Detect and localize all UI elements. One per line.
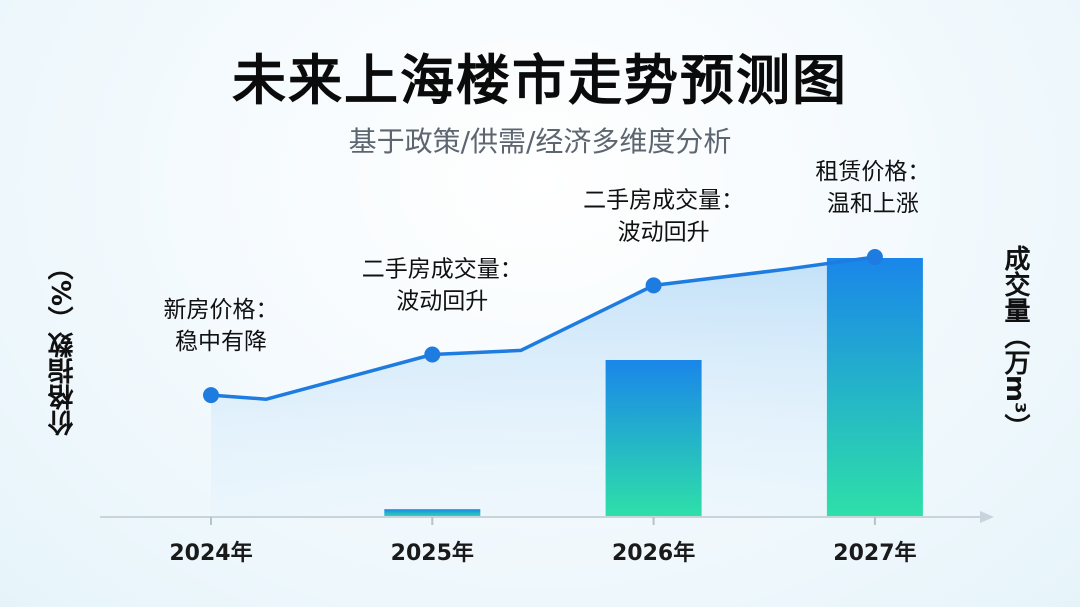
bar-2 <box>384 509 481 517</box>
bar-4 <box>826 258 923 517</box>
x-tick-label-4: 2027年 <box>833 540 916 566</box>
x-tick-label-2: 2025年 <box>391 540 474 566</box>
line-point-2 <box>424 346 441 363</box>
line-point-3 <box>645 277 662 294</box>
price-index-line <box>210 255 876 401</box>
annotation-4-line-1: 租赁价格： <box>815 159 930 185</box>
annotation-2-line-2: 波动回升 <box>396 289 488 315</box>
line-point-1 <box>203 387 219 404</box>
bar-3 <box>605 360 702 517</box>
annotation-3-line-1: 二手房成交量： <box>583 187 744 213</box>
chart-title: 未来上海楼市走势预测图 <box>232 49 848 112</box>
line-area-fill <box>211 257 875 517</box>
annotation-1-line-1: 新房价格： <box>164 297 279 323</box>
x-tick-label-3: 2026年 <box>612 540 695 566</box>
x-tick-label-1: 2024年 <box>169 540 252 566</box>
y-axis-right-label: 成交量（万m³） <box>1000 244 1030 440</box>
annotation-4-line-2: 温和上涨 <box>827 191 919 217</box>
line-point-4 <box>866 249 883 265</box>
chart-subtitle: 基于政策/供需/经济多维度分析 <box>348 125 732 158</box>
annotation-1-line-2: 稳中有降 <box>175 329 267 355</box>
annotation-2-line-1: 二手房成交量： <box>362 257 523 283</box>
annotation-3-line-2: 波动回升 <box>618 219 710 245</box>
x-axis-arrow <box>980 511 994 523</box>
